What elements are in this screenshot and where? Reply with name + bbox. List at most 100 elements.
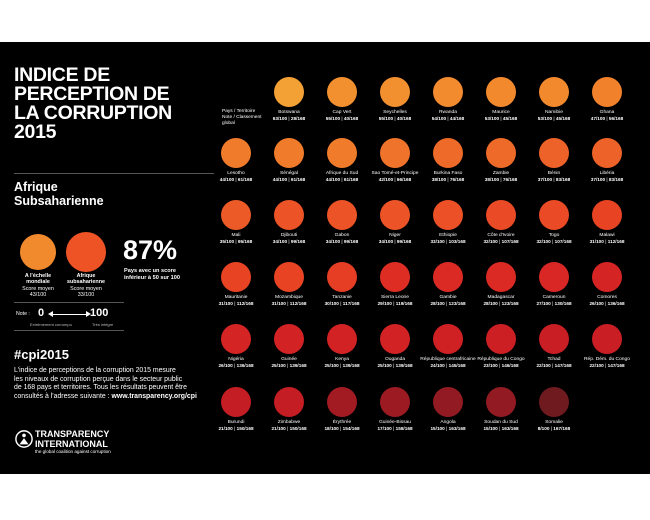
country-score-circle <box>486 138 516 168</box>
rank-value: 45/168 <box>502 116 518 121</box>
separator: | <box>552 177 556 182</box>
scale-note-label: Note : <box>16 311 30 317</box>
country-score: 15/100 | 163/168 <box>417 426 479 432</box>
score-value: 54/100 <box>431 116 447 121</box>
separator: | <box>391 426 396 431</box>
description: L'indice de perceptions de la corruption… <box>14 367 214 401</box>
separator: | <box>232 363 237 368</box>
country-score: 25/100 | 139/168 <box>311 363 373 369</box>
country-score: 22/100 | 147/168 <box>523 363 585 369</box>
country-score-circle <box>380 138 410 168</box>
separator: | <box>446 116 450 121</box>
scale-min: 0 <box>38 307 45 319</box>
infographic: INDICE DE PERCEPTION DE LA CORRUPTION 20… <box>0 42 650 474</box>
website-link[interactable]: www.transparency.org/cpi <box>111 392 197 400</box>
rank-value: 136/168 <box>607 301 625 306</box>
score-value: 38/100 <box>431 177 447 182</box>
caption-line: subsaharienne <box>66 279 106 286</box>
country-name: Namibie <box>545 110 563 115</box>
scale-max-label: Très intègre <box>92 322 114 327</box>
scale-arrow-icon <box>48 311 91 317</box>
country-score: 25/100 | 139/168 <box>258 363 320 369</box>
country-name: Bénin <box>547 171 561 176</box>
score-value: 25/100 <box>377 363 392 368</box>
country-name: Kenya <box>335 357 349 362</box>
rank-value: 163/168 <box>501 426 519 431</box>
score-value: 17/100 <box>377 426 392 431</box>
country-score-circle <box>433 262 463 292</box>
rank-value: 95/168 <box>237 239 253 244</box>
country-name: Seychelles <box>383 110 407 115</box>
country-score-circle <box>380 324 410 354</box>
score-value: 37/100 <box>537 177 553 182</box>
country-score-circle <box>327 387 357 417</box>
score-value: 25/100 <box>324 363 339 368</box>
country-score: 37/100 | 83/168 <box>523 177 585 183</box>
country-score: 55/100 | 40/168 <box>311 116 373 122</box>
rank-value: 112/168 <box>236 301 254 306</box>
country-score: 63/100 | 28/168 <box>258 116 320 122</box>
country-score-circle <box>221 324 251 354</box>
country-score: 31/100 | 112/168 <box>576 239 638 245</box>
separator: | <box>497 426 502 431</box>
separator: | <box>232 301 237 306</box>
separator: | <box>234 239 238 244</box>
score-value: 15/100 <box>483 426 498 431</box>
country-score-circle <box>380 200 410 230</box>
country-name: Angola <box>440 420 456 425</box>
rank-value: 40/168 <box>343 116 359 121</box>
score-value: 30/100 <box>324 301 339 306</box>
score-value: 44/100 <box>272 177 288 182</box>
country-name: Burkina Faso <box>433 171 463 176</box>
score-value: 53/100 <box>484 116 500 121</box>
country-score: 32/100 | 107/168 <box>523 239 585 245</box>
country-score: 17/100 | 158/168 <box>364 426 426 432</box>
score-value: 55/100 <box>378 116 394 121</box>
country-score: 44/100 | 61/168 <box>311 177 373 183</box>
country-score-circle <box>274 138 304 168</box>
country-score-circle <box>274 200 304 230</box>
country-score-circle <box>380 262 410 292</box>
rank-value: 99/168 <box>396 239 412 244</box>
country-score: 21/100 | 150/168 <box>205 426 267 432</box>
separator: | <box>497 301 502 306</box>
country-score-circle <box>592 138 622 168</box>
caption-line: Score moyen <box>22 285 54 292</box>
caption-line: 33/100 <box>77 291 95 298</box>
divider <box>14 173 214 174</box>
country-name: Zimbabwe <box>277 420 301 425</box>
region-line: Subsaharienne <box>14 194 104 208</box>
separator: | <box>499 116 503 121</box>
separator: | <box>497 239 502 244</box>
country-name: Maurice <box>492 110 510 115</box>
country-name: Burundi <box>227 420 245 425</box>
hashtag: #cpi2015 <box>14 347 69 362</box>
rank-value: 40/168 <box>396 116 412 121</box>
rank-value: 119/168 <box>395 301 413 306</box>
country-score: 26/100 | 136/168 <box>205 363 267 369</box>
score-value: 15/100 <box>430 426 445 431</box>
country-score: 53/100 | 45/168 <box>470 116 532 122</box>
separator: | <box>550 363 555 368</box>
rank-value: 76/168 <box>502 177 518 182</box>
separator: | <box>340 239 344 244</box>
score-value: 23/100 <box>483 363 498 368</box>
description-line: de 168 pays et territoires. Tous les rés… <box>14 384 187 392</box>
country-score: 29/100 | 119/168 <box>364 301 426 307</box>
score-value: 32/100 <box>536 239 551 244</box>
country-score: 38/100 | 76/168 <box>470 177 532 183</box>
country-score-circle <box>380 387 410 417</box>
country-name: Sierra Leone <box>380 295 409 300</box>
country-score: 55/100 | 40/168 <box>364 116 426 122</box>
divider <box>14 302 124 303</box>
country-score: 23/100 | 146/168 <box>470 363 532 369</box>
country-name: Guinée-Bissau <box>378 420 412 425</box>
country-score: 34/100 | 99/168 <box>258 239 320 245</box>
africa-average-caption: Afrique subsaharienne Score moyen 33/100 <box>56 273 116 298</box>
country-score: 54/100 | 44/168 <box>417 116 479 122</box>
country-name: Niger <box>389 233 401 238</box>
country-name: Botswana <box>278 110 300 115</box>
score-value: 31/100 <box>589 239 604 244</box>
country-name: Somalie <box>545 420 563 425</box>
rank-value: 28/168 <box>290 116 306 121</box>
